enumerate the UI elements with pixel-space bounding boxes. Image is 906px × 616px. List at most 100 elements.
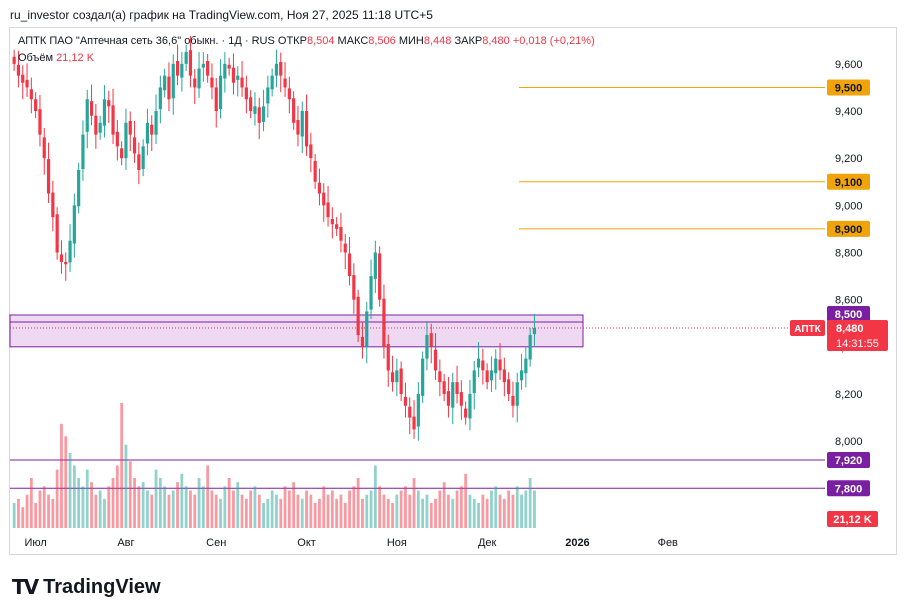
volume-bar — [386, 498, 390, 528]
volume-bar — [283, 486, 287, 528]
volume-bar — [404, 486, 407, 528]
candle-body — [468, 393, 472, 419]
y-tick-label: 8,600 — [835, 295, 863, 307]
volume-bar — [498, 494, 502, 528]
volume-bar — [279, 498, 283, 528]
volume-bar — [348, 490, 351, 528]
candle-body — [46, 159, 51, 194]
legend-low-label: МИН — [398, 35, 424, 47]
level-price-label: 9,500 — [835, 82, 863, 94]
volume-bar — [481, 494, 485, 528]
volume-bar — [81, 486, 85, 528]
volume-bar — [425, 494, 429, 528]
candle-body — [292, 98, 296, 123]
volume-bar — [253, 486, 257, 528]
candle-body — [64, 261, 68, 265]
candle-body — [382, 298, 386, 347]
symbol-legend[interactable]: АПТК ПАО "Аптечная сеть 36,6" обыкн. · 1… — [18, 35, 595, 47]
chart-frame[interactable] — [9, 27, 897, 555]
candle-body — [378, 253, 382, 300]
volume-bar — [236, 482, 240, 528]
candle-body — [98, 122, 102, 133]
volume-bar — [451, 498, 455, 528]
volume-bar — [318, 498, 321, 528]
volume-bar — [38, 490, 42, 528]
candle-body — [89, 101, 94, 116]
candle-body — [227, 64, 231, 69]
candle-body — [515, 382, 519, 406]
candle-body — [266, 87, 270, 104]
candle-body — [51, 192, 55, 218]
volume-bar — [494, 486, 498, 528]
y-tick-label: 8,200 — [835, 389, 863, 401]
candle-body — [395, 370, 399, 383]
volume-bar — [249, 490, 253, 528]
volume-bar — [51, 498, 55, 528]
volume-bar — [29, 478, 33, 528]
volume-bar — [257, 494, 261, 528]
tradingview-logo[interactable]: TV TradingView — [12, 574, 161, 600]
candle-body — [201, 63, 205, 68]
candle-body — [257, 107, 261, 123]
candle-body — [180, 63, 184, 78]
candle-body — [115, 131, 119, 147]
candle-body — [72, 205, 76, 244]
candle-body — [339, 227, 343, 241]
volume-bar — [214, 494, 218, 528]
candle-body — [244, 87, 248, 100]
volume-bar — [232, 490, 235, 528]
level-price-tag — [827, 452, 870, 468]
volume-bar — [528, 478, 532, 528]
candle-body — [433, 349, 438, 371]
x-tick-label: 2026 — [565, 537, 589, 549]
volume-bar — [163, 486, 167, 528]
volume-bar — [356, 478, 360, 528]
volume-bar — [429, 503, 433, 528]
legend-open-label: ОТКР — [277, 35, 307, 47]
volume-bar — [124, 444, 128, 528]
candle-body — [360, 336, 365, 347]
volume-bar — [305, 490, 308, 528]
volume-bar — [270, 490, 274, 528]
candle-body — [485, 370, 489, 383]
last-price-label: 8,480 — [836, 323, 864, 335]
volume-bar — [395, 494, 399, 528]
candle-body — [68, 240, 72, 263]
level-price-tag — [827, 173, 870, 190]
legend-ticker: АПТК — [18, 35, 47, 47]
volume-bar — [197, 478, 201, 528]
candle-body — [494, 358, 498, 374]
volume-legend[interactable]: Объём 21,12 K — [18, 52, 94, 64]
volume-bar — [158, 478, 162, 528]
candle-body — [455, 382, 459, 394]
candle-body — [459, 392, 463, 406]
volume-bar — [184, 486, 188, 528]
candle-body — [38, 109, 42, 135]
volume-bar — [485, 498, 489, 528]
volume-bar — [219, 498, 222, 528]
volume-bar — [94, 494, 98, 528]
x-tick-label: Окт — [297, 537, 316, 549]
legend-type: обыкн. — [184, 35, 219, 47]
legend-volume-label: Объём — [18, 52, 54, 64]
zone-price-label: 8,500 — [835, 309, 863, 321]
volume-bar — [103, 498, 106, 528]
last-price-tag — [827, 319, 888, 351]
candle-body — [137, 154, 141, 170]
volume-bar — [391, 503, 394, 528]
candle-body — [399, 368, 403, 394]
candle-body — [175, 61, 180, 76]
x-tick-label: Фев — [658, 537, 678, 549]
volume-bar — [502, 498, 506, 528]
volume-bar — [180, 473, 184, 528]
volume-bar — [326, 494, 330, 528]
level-price-label: 8,900 — [835, 224, 863, 236]
volume-bar — [133, 478, 136, 528]
candle-body — [223, 63, 227, 79]
candle-body — [309, 144, 313, 159]
candle-body — [317, 182, 322, 194]
volume-bar — [77, 478, 81, 528]
candle-body — [429, 333, 433, 347]
x-tick-label: Авг — [117, 537, 134, 549]
